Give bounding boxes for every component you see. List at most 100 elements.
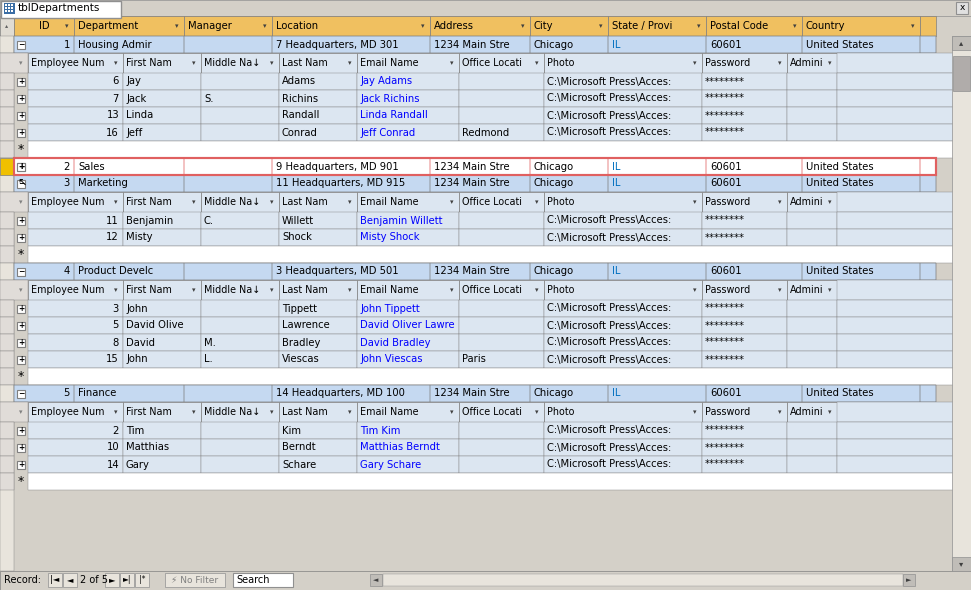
Text: Tim Kim: Tim Kim bbox=[360, 425, 400, 435]
Bar bbox=[837, 351, 971, 368]
Text: ********: ******** bbox=[705, 93, 745, 103]
Text: 1234 Main Stre: 1234 Main Stre bbox=[434, 388, 510, 398]
Bar bbox=[0, 107, 14, 124]
Bar bbox=[702, 107, 787, 124]
Text: Jay: Jay bbox=[126, 77, 141, 87]
Bar bbox=[11, 10, 13, 12]
Bar bbox=[787, 317, 837, 334]
Bar bbox=[123, 439, 201, 456]
Bar bbox=[28, 317, 123, 334]
Bar bbox=[953, 56, 970, 91]
Bar bbox=[459, 280, 544, 300]
Bar bbox=[430, 36, 530, 53]
Text: ********: ******** bbox=[705, 320, 745, 330]
Bar bbox=[837, 107, 971, 124]
Bar bbox=[459, 107, 544, 124]
Bar bbox=[0, 334, 14, 351]
Bar bbox=[201, 456, 279, 473]
Bar bbox=[17, 112, 25, 120]
Text: C:\Microsoft Press\Acces:: C:\Microsoft Press\Acces: bbox=[547, 215, 671, 225]
Bar bbox=[17, 444, 25, 451]
Bar bbox=[459, 192, 544, 212]
Bar bbox=[0, 280, 28, 300]
Bar bbox=[0, 212, 14, 229]
Bar bbox=[0, 422, 14, 439]
Text: Office Locati: Office Locati bbox=[462, 407, 522, 417]
Text: Misty Shock: Misty Shock bbox=[360, 232, 419, 242]
Text: United States: United States bbox=[806, 388, 874, 398]
Bar bbox=[0, 439, 14, 456]
Text: −: − bbox=[17, 389, 24, 398]
Text: Employee Num: Employee Num bbox=[31, 58, 105, 68]
Bar bbox=[201, 229, 279, 246]
Bar bbox=[74, 16, 184, 36]
Bar bbox=[0, 73, 14, 90]
Text: 3 Headquarters, MD 501: 3 Headquarters, MD 501 bbox=[276, 267, 399, 277]
Bar bbox=[74, 385, 184, 402]
Bar bbox=[17, 389, 25, 398]
Text: C:\Microsoft Press\Acces:: C:\Microsoft Press\Acces: bbox=[547, 127, 671, 137]
Bar bbox=[28, 300, 123, 317]
Text: ▾: ▾ bbox=[693, 287, 697, 293]
Bar bbox=[201, 212, 279, 229]
Text: ********: ******** bbox=[705, 337, 745, 348]
Text: Search: Search bbox=[236, 575, 270, 585]
Bar bbox=[272, 385, 430, 402]
Text: ▾: ▾ bbox=[778, 287, 782, 293]
Bar bbox=[837, 300, 971, 317]
Text: John Viescas: John Viescas bbox=[360, 355, 422, 365]
Text: 4: 4 bbox=[64, 267, 70, 277]
Bar bbox=[0, 16, 14, 36]
Bar bbox=[702, 124, 787, 141]
Bar bbox=[702, 212, 787, 229]
Bar bbox=[802, 175, 920, 192]
Bar bbox=[459, 317, 544, 334]
Text: IL: IL bbox=[612, 40, 620, 50]
Text: 11 Headquarters, MD 915: 11 Headquarters, MD 915 bbox=[276, 179, 405, 188]
Bar bbox=[0, 90, 14, 107]
Text: Shock: Shock bbox=[282, 232, 312, 242]
Bar bbox=[544, 351, 702, 368]
Bar bbox=[357, 334, 459, 351]
Bar bbox=[459, 402, 544, 422]
Bar bbox=[544, 300, 702, 317]
Text: Record:: Record: bbox=[4, 575, 41, 585]
Text: C:\Microsoft Press\Acces:: C:\Microsoft Press\Acces: bbox=[547, 77, 671, 87]
Text: Middle Na↓: Middle Na↓ bbox=[204, 407, 260, 417]
Text: *: * bbox=[17, 248, 24, 261]
Text: *: * bbox=[17, 143, 24, 156]
Bar bbox=[802, 263, 920, 280]
Text: United States: United States bbox=[806, 40, 874, 50]
Text: 14: 14 bbox=[107, 460, 119, 470]
Text: ********: ******** bbox=[705, 425, 745, 435]
Text: ▾: ▾ bbox=[192, 287, 196, 293]
Bar bbox=[28, 334, 123, 351]
Bar bbox=[787, 90, 837, 107]
Text: Password: Password bbox=[705, 58, 751, 68]
Text: David Olive: David Olive bbox=[126, 320, 184, 330]
Text: David Bradley: David Bradley bbox=[360, 337, 430, 348]
Text: Berndt: Berndt bbox=[282, 442, 316, 453]
Bar bbox=[544, 212, 702, 229]
Bar bbox=[544, 229, 702, 246]
Bar bbox=[5, 7, 7, 9]
Text: Photo: Photo bbox=[547, 407, 575, 417]
Bar bbox=[279, 456, 357, 473]
Bar bbox=[459, 422, 544, 439]
Bar bbox=[702, 73, 787, 90]
Text: +: + bbox=[17, 443, 24, 452]
Text: +: + bbox=[17, 77, 24, 86]
Bar bbox=[4, 3, 15, 14]
Text: 7: 7 bbox=[113, 93, 119, 103]
Bar bbox=[544, 73, 702, 90]
Text: −: − bbox=[17, 179, 24, 188]
Bar bbox=[544, 317, 702, 334]
Text: ▾: ▾ bbox=[599, 23, 603, 29]
Bar bbox=[0, 385, 14, 402]
Text: ▾: ▾ bbox=[421, 23, 424, 29]
Text: ▾: ▾ bbox=[451, 199, 453, 205]
Text: tblDepartments: tblDepartments bbox=[18, 3, 100, 13]
Bar bbox=[702, 422, 787, 439]
Text: ▾: ▾ bbox=[115, 199, 117, 205]
Bar bbox=[279, 351, 357, 368]
